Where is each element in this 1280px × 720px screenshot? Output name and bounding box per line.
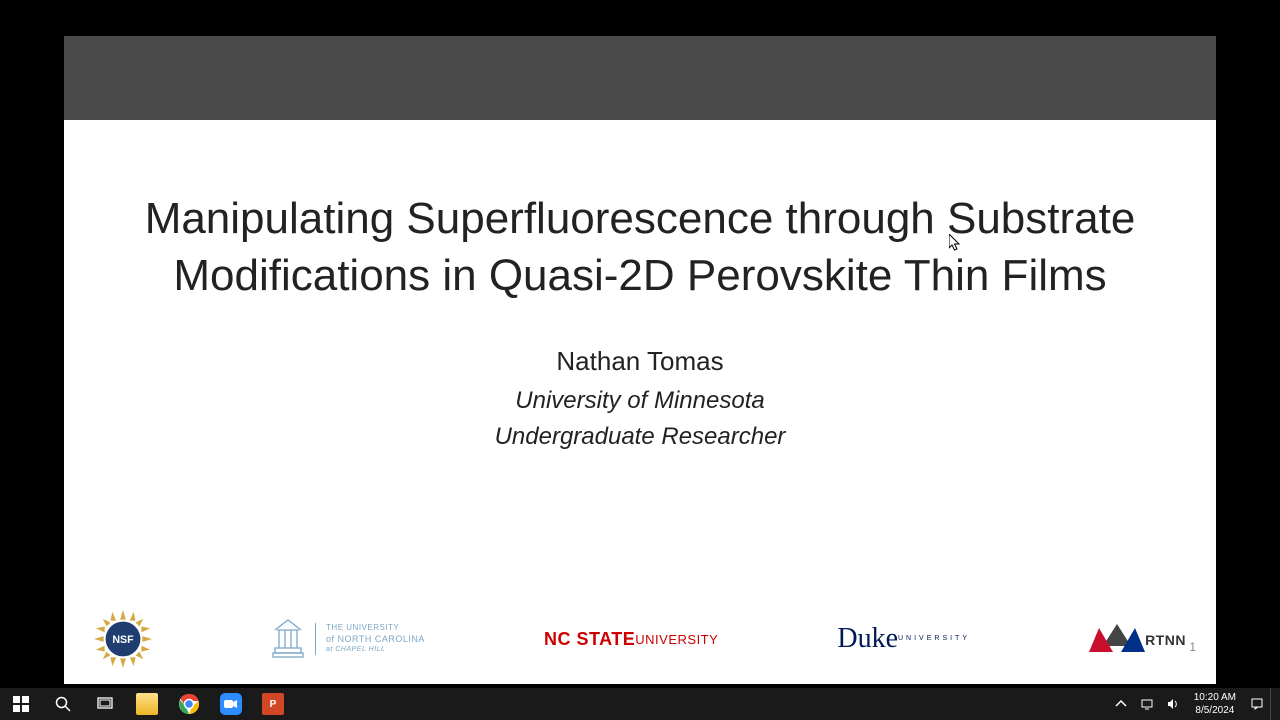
unc-line2: of NORTH CAROLINA (326, 634, 425, 646)
author-block: Nathan Tomas University of Minnesota Und… (64, 346, 1216, 451)
rtnn-text: RTNN (1145, 632, 1186, 648)
chevron-up-icon (1114, 697, 1128, 711)
svg-text:NSF: NSF (112, 634, 134, 646)
tray-network-button[interactable] (1134, 688, 1160, 720)
presentation-slide: Manipulating Superfluorescence through S… (64, 36, 1216, 684)
unc-well-icon (271, 618, 305, 660)
taskbar-right: 10:20 AM 8/5/2024 (1108, 688, 1280, 720)
notification-icon (1250, 697, 1264, 711)
unc-text: THE UNIVERSITY of NORTH CAROLINA at CHAP… (315, 623, 425, 654)
author-affiliation: University of Minnesota (64, 387, 1216, 415)
start-button[interactable] (0, 688, 42, 720)
tray-overflow-button[interactable] (1108, 688, 1134, 720)
slide-body: Manipulating Superfluorescence through S… (64, 120, 1216, 684)
taskbar-app-powerpoint[interactable]: P (252, 688, 294, 720)
unc-logo: THE UNIVERSITY of NORTH CAROLINA at CHAP… (271, 618, 425, 660)
author-name: Nathan Tomas (64, 346, 1216, 377)
taskbar-app-zoom[interactable] (210, 688, 252, 720)
taskbar-app-chrome[interactable] (168, 688, 210, 720)
unc-line1: THE UNIVERSITY (326, 623, 425, 633)
duke-logo: Duke UNIVERSITY (837, 623, 970, 655)
taskbar-app-file-explorer[interactable] (126, 688, 168, 720)
rtnn-logo: RTNN (1089, 624, 1186, 654)
windows-taskbar: P 10:20 AM 8/5/2024 (0, 688, 1280, 720)
rtnn-triangles-icon (1089, 624, 1145, 654)
ncstate-line2: UNIVERSITY (635, 632, 718, 647)
slide-page-number: 1 (1189, 640, 1196, 654)
clock-time: 10:20 AM (1194, 691, 1236, 704)
taskbar-clock[interactable]: 10:20 AM 8/5/2024 (1186, 691, 1244, 717)
tray-volume-button[interactable] (1160, 688, 1186, 720)
logo-row: NSF (64, 610, 1216, 668)
search-icon (55, 696, 71, 712)
search-button[interactable] (42, 688, 84, 720)
windows-logo-icon (13, 696, 29, 712)
action-center-button[interactable] (1244, 688, 1270, 720)
slide-header-bar (64, 36, 1216, 120)
network-icon (1140, 697, 1154, 711)
duke-line1: Duke (837, 623, 898, 655)
slide-title: Manipulating Superfluorescence through S… (64, 190, 1216, 304)
zoom-icon (220, 693, 242, 715)
nsf-logo: NSF (94, 610, 152, 668)
clock-date: 8/5/2024 (1194, 704, 1236, 717)
taskbar-left: P (0, 688, 294, 720)
show-desktop-button[interactable] (1270, 688, 1276, 720)
unc-line3: at CHAPEL HILL (326, 645, 425, 654)
author-role: Undergraduate Researcher (64, 423, 1216, 451)
volume-icon (1166, 697, 1180, 711)
powerpoint-icon: P (262, 693, 284, 715)
task-view-icon (97, 696, 113, 712)
chrome-icon (178, 693, 200, 715)
file-explorer-icon (136, 693, 158, 715)
task-view-button[interactable] (84, 688, 126, 720)
ncstate-logo: NC STATE UNIVERSITY (544, 629, 718, 650)
ncstate-line1: NC STATE (544, 629, 635, 650)
duke-line2: UNIVERSITY (898, 635, 970, 642)
